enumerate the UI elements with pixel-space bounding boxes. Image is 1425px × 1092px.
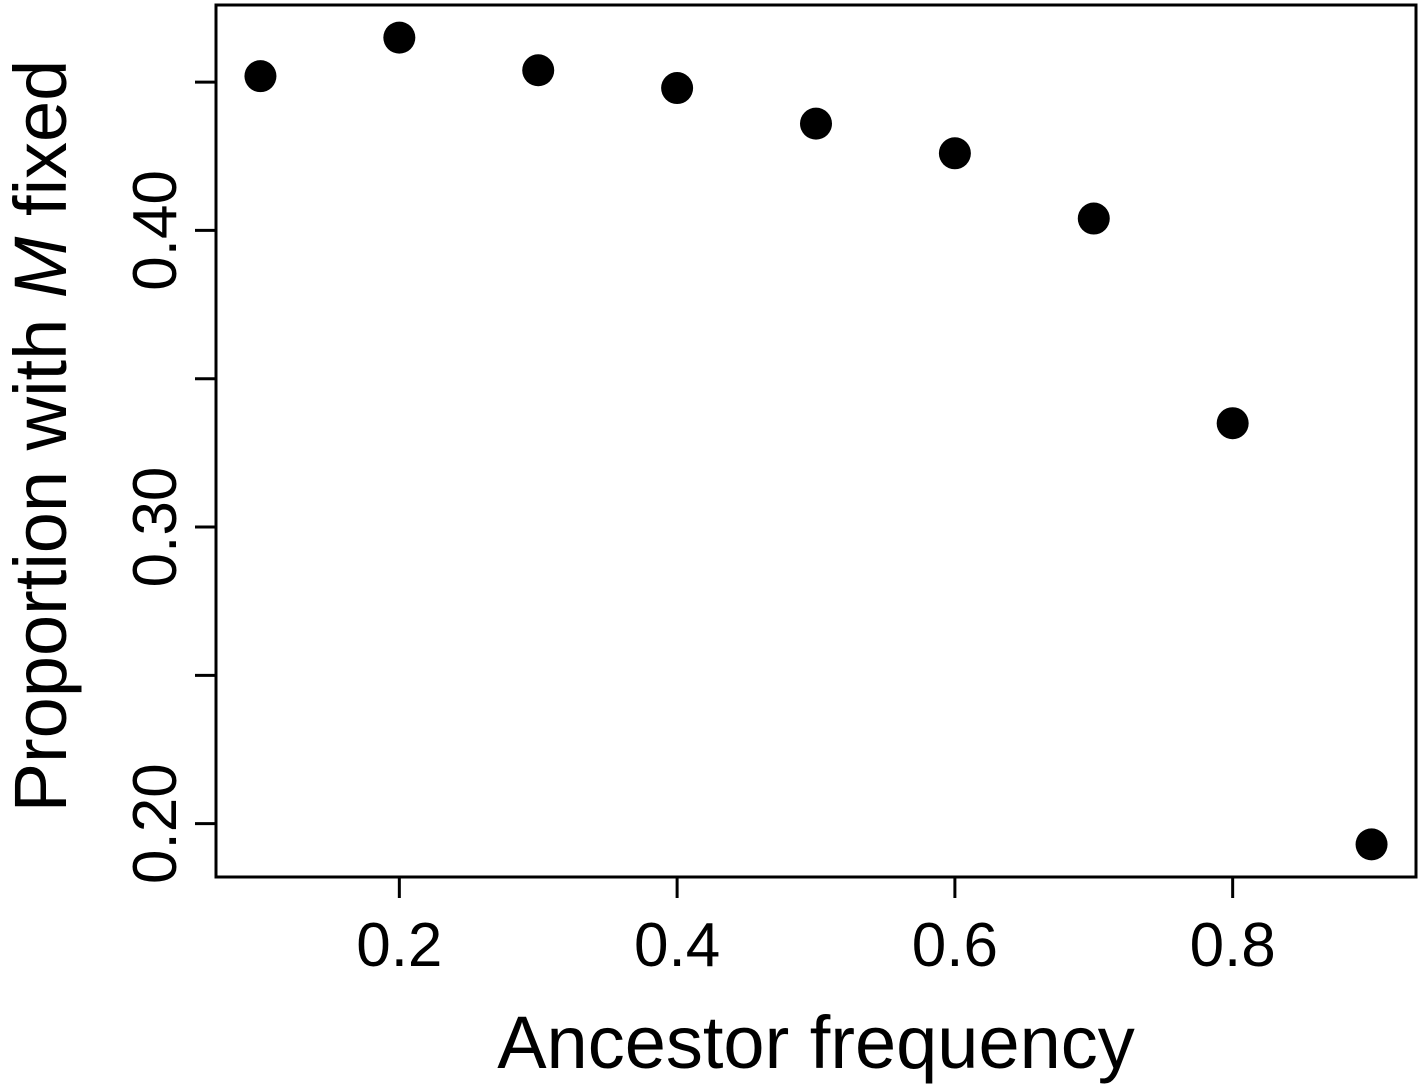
y-axis-title-variable: M	[0, 236, 82, 298]
plot-frame	[214, 3, 1418, 879]
x-tick-label: 0.4	[634, 911, 720, 980]
y-axis-ticks: 0.20 0.30 0.40	[121, 80, 216, 884]
data-point	[522, 54, 555, 87]
y-axis-title-part-1: Proportion with	[0, 298, 82, 812]
data-point	[244, 60, 277, 93]
data-point	[383, 21, 416, 54]
x-tick-label: 0.8	[1190, 911, 1276, 980]
data-point	[1216, 407, 1249, 440]
data-point	[661, 72, 694, 105]
x-tick-label: 0.6	[912, 911, 998, 980]
y-axis-title: Proportion with M fixed	[0, 60, 82, 813]
x-axis-title: Ancestor frequency	[497, 1001, 1135, 1084]
y-tick-label: 0.40	[121, 170, 190, 291]
y-tick-label: 0.20	[121, 763, 190, 884]
data-point	[800, 107, 832, 140]
x-tick-label: 0.2	[356, 911, 442, 980]
x-axis-ticks: 0.2 0.4 0.6 0.8	[356, 877, 1276, 980]
y-axis-title-part-2: fixed	[0, 60, 82, 237]
data-point	[938, 137, 971, 170]
data-point	[1077, 202, 1110, 235]
data-point	[1355, 828, 1388, 861]
y-tick-label: 0.30	[121, 467, 190, 588]
data-points	[244, 21, 1388, 861]
